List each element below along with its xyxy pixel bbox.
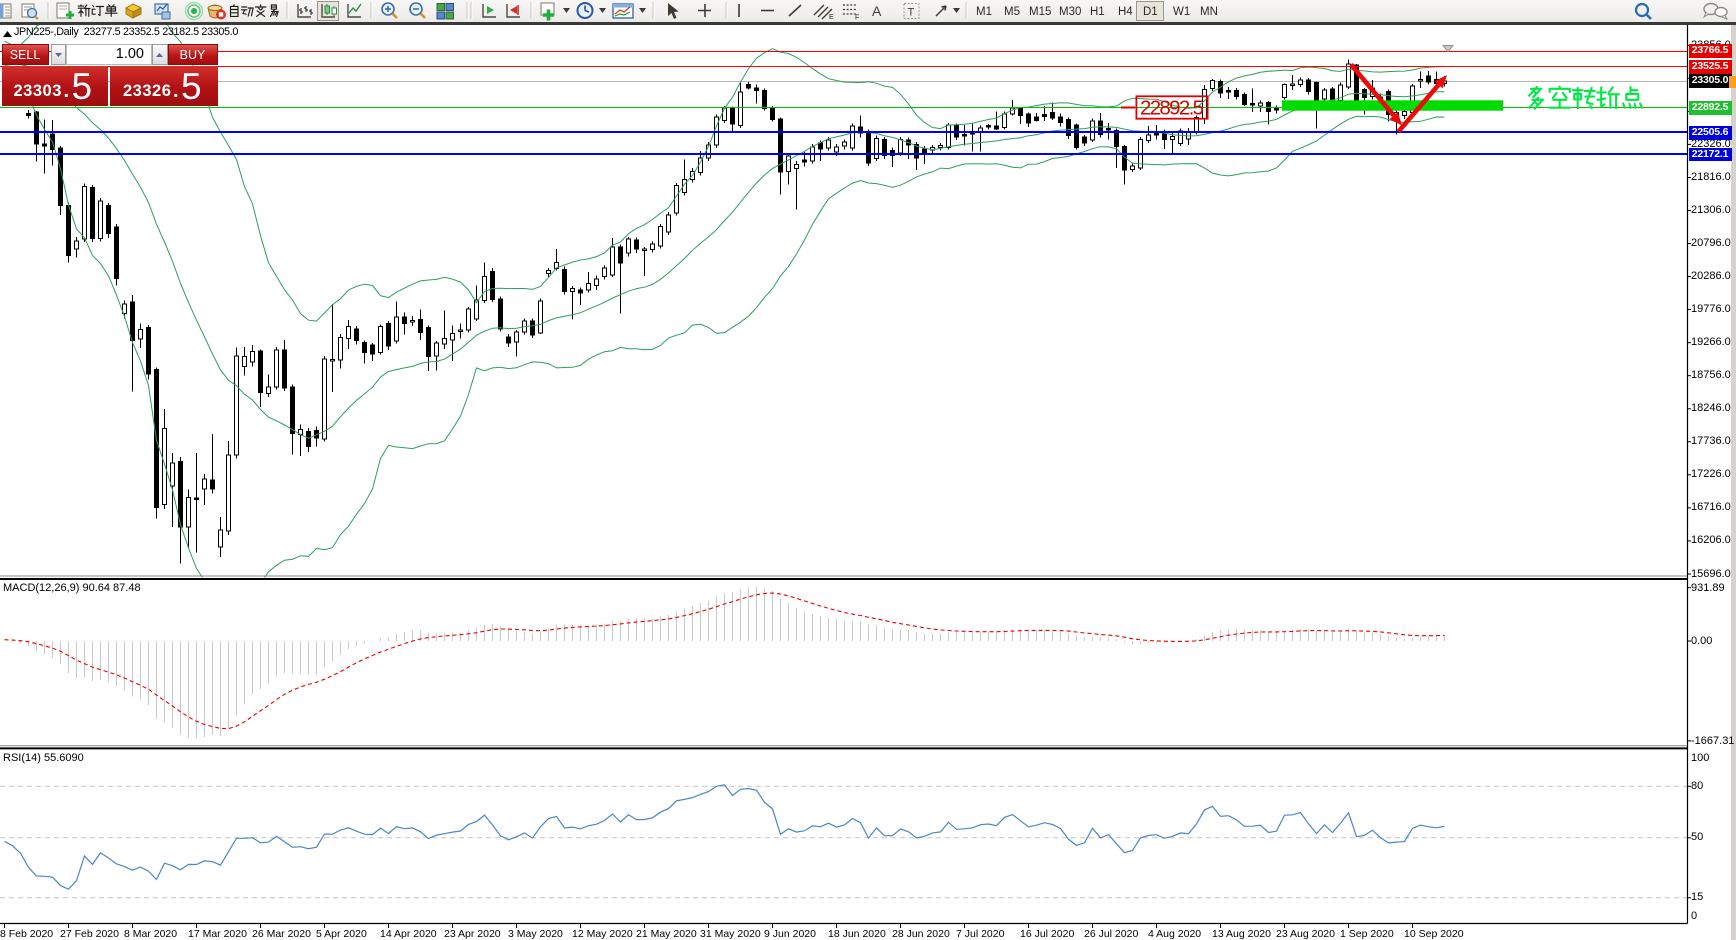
svg-text:M30: M30 — [1059, 6, 1081, 18]
svg-text:T: T — [908, 7, 915, 19]
svg-text:M15: M15 — [1029, 6, 1051, 18]
svg-text:H1: H1 — [1090, 6, 1105, 18]
svg-text:F: F — [855, 15, 859, 22]
svg-text:A: A — [872, 3, 882, 19]
svg-text:D1: D1 — [1143, 6, 1158, 18]
svg-text:MN: MN — [1200, 6, 1218, 18]
svg-text:M1: M1 — [976, 6, 992, 18]
svg-text:H4: H4 — [1118, 6, 1133, 18]
svg-text:22892.5: 22892.5 — [1140, 97, 1204, 120]
svg-text:W1: W1 — [1173, 6, 1190, 18]
svg-text:E: E — [829, 14, 834, 21]
svg-text:M5: M5 — [1004, 6, 1020, 18]
